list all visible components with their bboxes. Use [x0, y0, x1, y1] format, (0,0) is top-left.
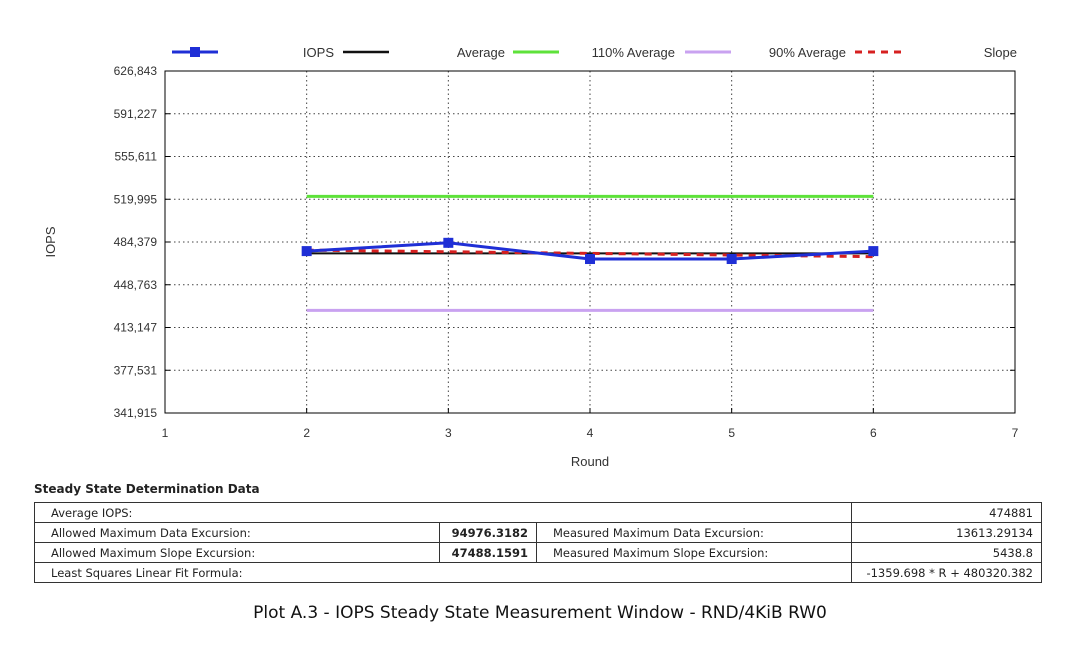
series [301, 194, 879, 312]
steady-state-table: Average IOPS: 474881 Allowed Maximum Dat… [34, 502, 1042, 583]
legend-label-110pct-average: 110% Average [592, 45, 675, 60]
data-point-iops [868, 246, 879, 257]
x-tick-label: 6 [870, 426, 877, 440]
x-tick-label: 2 [303, 426, 310, 440]
table-row: Average IOPS: 474881 [34, 502, 1042, 523]
measured-slope-excursion-label: Measured Maximum Slope Excursion: [536, 542, 852, 563]
y-tick-label: 448,763 [114, 278, 158, 292]
table-row: Allowed Maximum Slope Excursion: 47488.1… [34, 542, 1042, 563]
y-axis-label: IOPS [43, 226, 58, 257]
figure-caption: Plot A.3 - IOPS Steady State Measurement… [253, 603, 827, 623]
y-tick-label: 626,843 [114, 64, 158, 78]
linear-fit-label: Least Squares Linear Fit Formula: [34, 562, 852, 583]
table-row: Allowed Maximum Data Excursion: 94976.31… [34, 522, 1042, 543]
measured-data-excursion-label: Measured Maximum Data Excursion: [536, 522, 852, 543]
legend-marker-iops [190, 47, 200, 57]
legend: IOPS Average 110% Average 90% Average Slope [172, 45, 1017, 60]
x-tick-label: 7 [1012, 426, 1019, 440]
linear-fit-value: -1359.698 * R + 480320.382 [851, 562, 1042, 583]
measured-data-excursion-value: 13613.29134 [851, 522, 1042, 543]
measured-slope-excursion-value: 5438.8 [851, 542, 1042, 563]
data-point-iops [301, 246, 312, 257]
iops-chart: 341,915 377,531 413,147 448,763 484,379 519,9… [43, 45, 1019, 469]
allowed-data-excursion-value: 94976.3182 [439, 522, 537, 543]
legend-label-slope: Slope [984, 45, 1017, 60]
x-tick-label: 1 [162, 426, 169, 440]
y-tick-label: 555,611 [115, 150, 158, 164]
allowed-slope-excursion-value: 47488.1591 [439, 542, 537, 563]
y-tick-label: 413,147 [114, 321, 158, 335]
grid-lines [165, 71, 1015, 413]
x-tick-label: 5 [728, 426, 735, 440]
data-point-iops [726, 254, 737, 265]
x-tick-label: 4 [587, 426, 594, 440]
table-title: Steady State Determination Data [34, 482, 260, 496]
data-point-iops [585, 254, 595, 265]
data-point-iops [443, 237, 454, 248]
allowed-slope-excursion-label: Allowed Maximum Slope Excursion: [34, 542, 440, 563]
average-iops-value: 474881 [851, 502, 1042, 523]
y-tick-label: 519,995 [114, 192, 158, 206]
legend-label-iops: IOPS [303, 45, 334, 60]
y-tick-label: 341,915 [114, 406, 158, 420]
x-tick-label: 3 [445, 426, 452, 440]
y-axis-ticks: 341,915 377,531 413,147 448,763 484,379 519,9… [114, 64, 1015, 420]
x-axis-label: Round [571, 454, 609, 469]
y-tick-label: 484,379 [114, 235, 158, 249]
y-tick-label: 377,531 [114, 363, 158, 377]
table-row: Least Squares Linear Fit Formula: -1359.… [34, 562, 1042, 583]
y-tick-label: 591,227 [114, 107, 158, 121]
allowed-data-excursion-label: Allowed Maximum Data Excursion: [34, 522, 440, 543]
legend-label-90pct-average: 90% Average [769, 45, 846, 60]
legend-label-average: Average [457, 45, 505, 60]
x-axis-ticks: 1 2 3 4 5 6 7 [162, 408, 1019, 440]
average-iops-label: Average IOPS: [34, 502, 852, 523]
